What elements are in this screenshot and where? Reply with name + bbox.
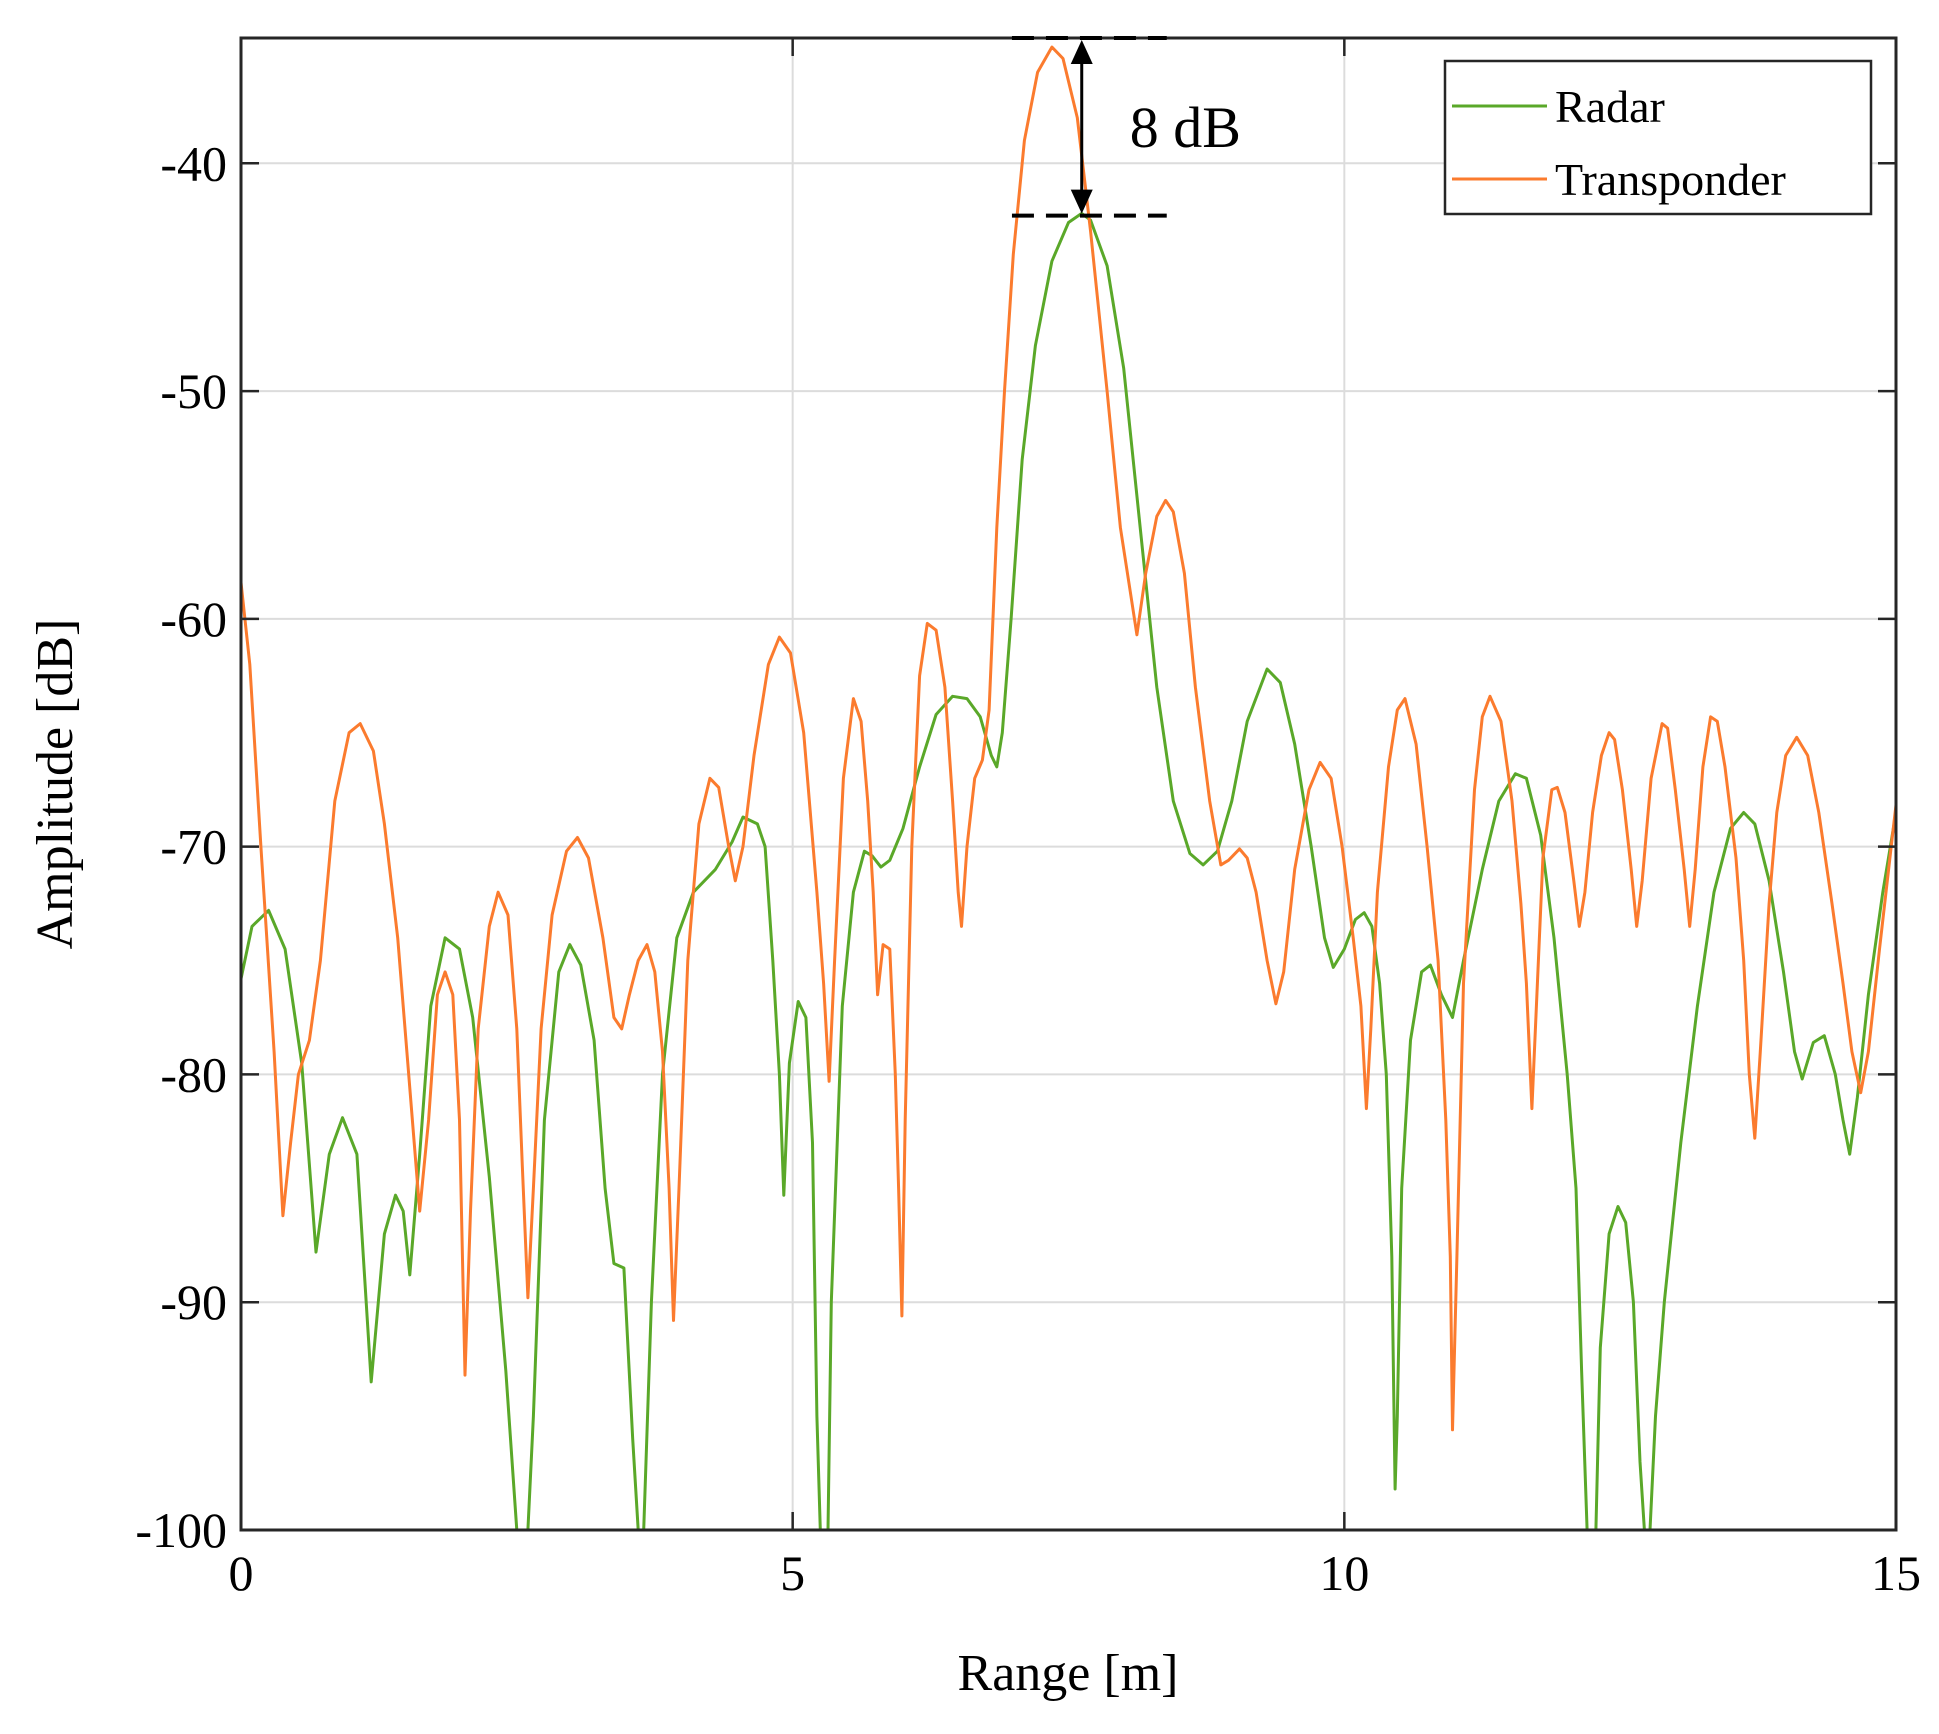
x-axis-label: Range [m] bbox=[958, 1645, 1179, 1702]
y-tick-label: -90 bbox=[160, 1274, 227, 1330]
y-tick-label: -50 bbox=[160, 363, 227, 419]
y-axis-label: Amplitude [dB] bbox=[27, 619, 84, 950]
arrowhead-down bbox=[1070, 189, 1093, 214]
axis-ticks: 0 5 10 15 -100 -90 -80 -70 -60 -50 -40 bbox=[135, 38, 1921, 1601]
y-tick-label: -70 bbox=[160, 819, 227, 875]
arrowhead-up bbox=[1070, 40, 1093, 64]
x-tick-label: 10 bbox=[1319, 1545, 1369, 1601]
series-group bbox=[241, 45, 1896, 1530]
y-tick-label: -80 bbox=[160, 1046, 227, 1102]
y-tick-label: -60 bbox=[160, 591, 227, 647]
legend-label-transponder: Transponder bbox=[1555, 154, 1786, 205]
series-line-transponder bbox=[241, 45, 1896, 1432]
plot-background bbox=[241, 38, 1896, 1530]
y-tick-label: -40 bbox=[160, 135, 227, 191]
grid bbox=[241, 38, 1896, 1530]
x-tick-label: 0 bbox=[229, 1545, 254, 1601]
x-tick-label: 5 bbox=[780, 1545, 805, 1601]
legend-box bbox=[1443, 59, 1873, 216]
y-tick-label: -100 bbox=[135, 1502, 227, 1558]
legend-label-radar: Radar bbox=[1555, 81, 1665, 132]
x-tick-label: 15 bbox=[1871, 1545, 1921, 1601]
plot-frame bbox=[239, 36, 1898, 1532]
annotation-label: 8 dB bbox=[1130, 95, 1241, 160]
legend: Radar Transponder bbox=[1443, 59, 1873, 216]
annotation-group: 8 dB bbox=[1011, 36, 1241, 218]
